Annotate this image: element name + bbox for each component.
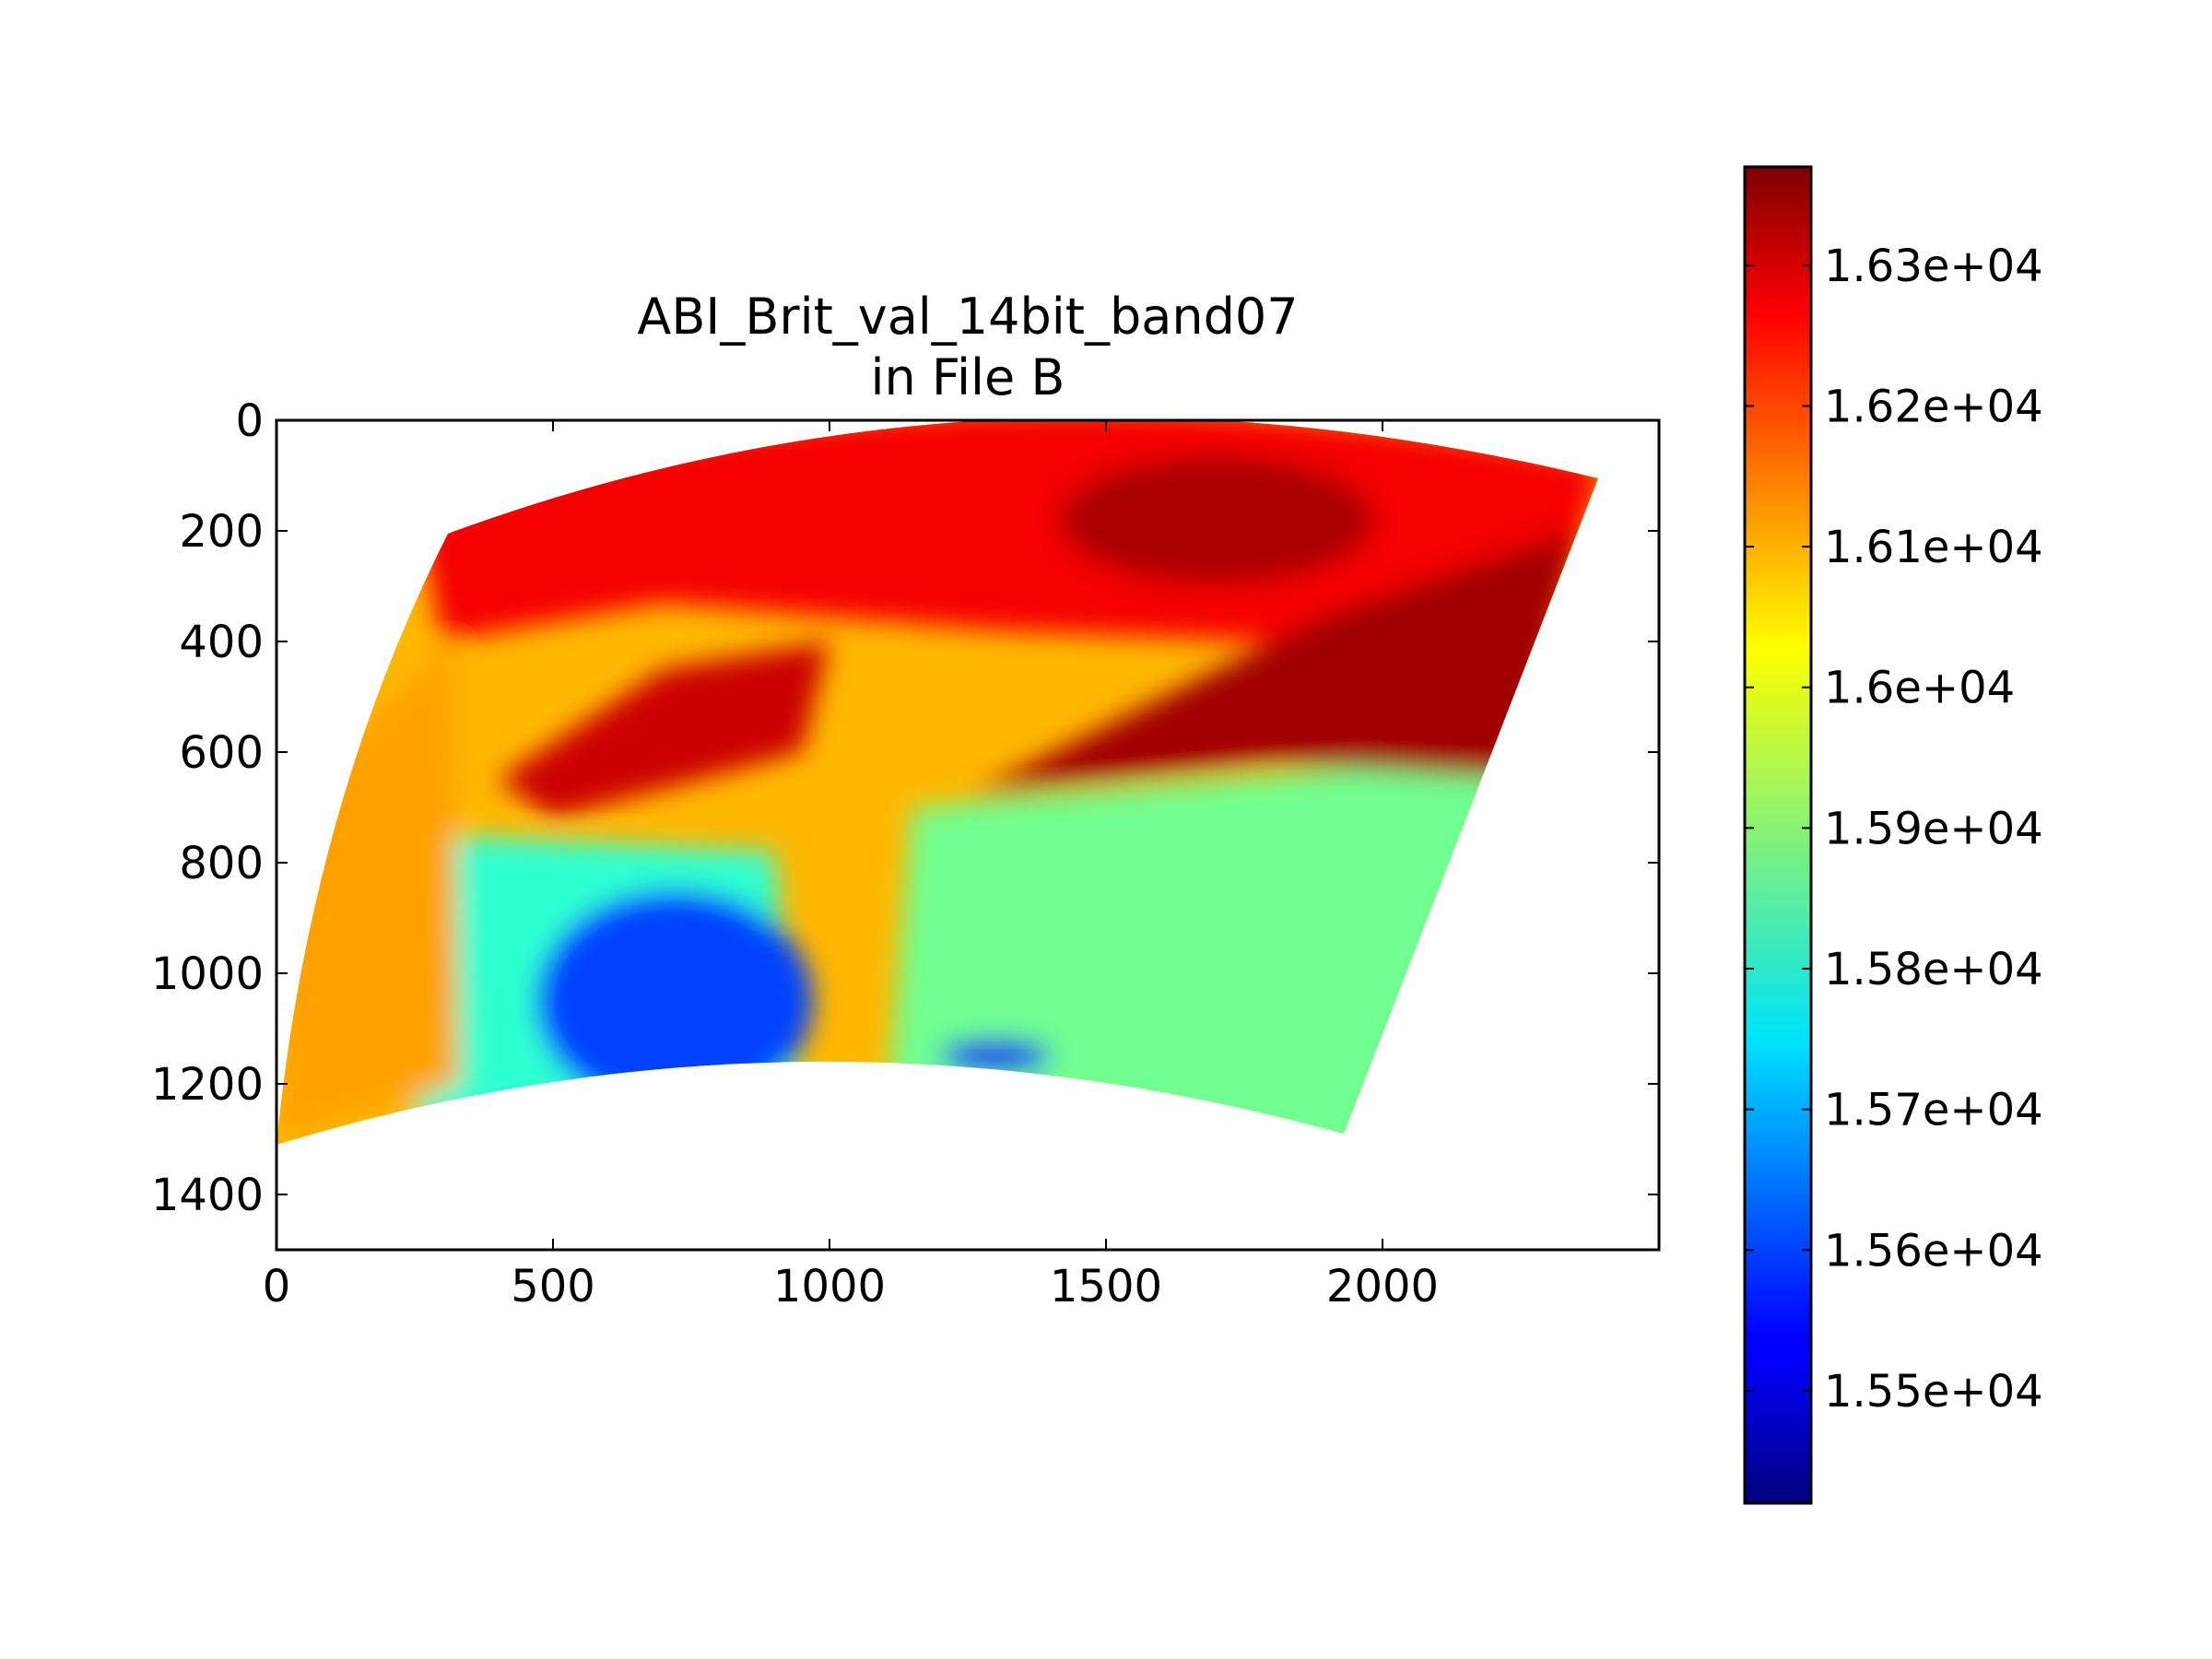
y-tick-label: 600 (179, 727, 264, 779)
colorbar-tick-label: 1.56e+04 (1824, 1225, 2043, 1277)
region-south-cold (536, 890, 813, 1112)
y-tick-label: 1200 (151, 1059, 264, 1111)
plot-frame (275, 418, 1661, 1252)
region-northeast-band (968, 531, 1576, 796)
x-tick-label: 500 (511, 1261, 595, 1312)
colorbar-ticks: 1.55e+04 1.56e+04 1.57e+04 1.58e+04 1.59e+04… (1745, 241, 2043, 1418)
chart-title-line-1: ABI_Brit_val_14bit_band07 (637, 288, 1298, 346)
x-axis: 0 500 1000 1500 2000 (263, 420, 1439, 1312)
region-south-cold-2 (940, 1040, 1051, 1073)
colorbar-tick-label: 1.63e+04 (1824, 241, 2043, 292)
x-tick-label: 2000 (1326, 1261, 1439, 1312)
colorbar-tick-label: 1.59e+04 (1824, 803, 2043, 854)
region-cloud-north (1060, 455, 1373, 584)
x-tick-label: 1000 (773, 1261, 886, 1312)
y-tick-label: 1000 (151, 948, 264, 1000)
colorbar-tick-label: 1.57e+04 (1824, 1085, 2043, 1136)
region-west-coast (276, 641, 459, 1139)
x-tick-label: 1500 (1050, 1261, 1162, 1312)
y-tick-label: 1400 (151, 1170, 264, 1221)
colorbar-tick-label: 1.62e+04 (1824, 381, 2043, 432)
y-tick-label: 400 (179, 617, 264, 668)
colorbar-tick-label: 1.61e+04 (1824, 522, 2043, 573)
y-axis: 0 200 400 600 800 1000 1200 1400 (151, 395, 1659, 1221)
region-south-east (885, 752, 1548, 1146)
colorbar (1743, 165, 1813, 1505)
y-tick-label: 0 (235, 395, 264, 447)
colorbar-tick-label: 1.6e+04 (1824, 663, 2015, 714)
region-cloud-west (498, 641, 830, 818)
colorbar-tick-label: 1.55e+04 (1824, 1366, 2043, 1418)
colorbar-tick-label: 1.58e+04 (1824, 944, 2043, 995)
heatmap-image (276, 420, 1598, 1146)
x-tick-label: 0 (263, 1261, 291, 1312)
y-tick-label: 800 (179, 838, 264, 889)
y-tick-label: 200 (179, 506, 264, 558)
chart-title-line-2: in File B (871, 348, 1065, 406)
